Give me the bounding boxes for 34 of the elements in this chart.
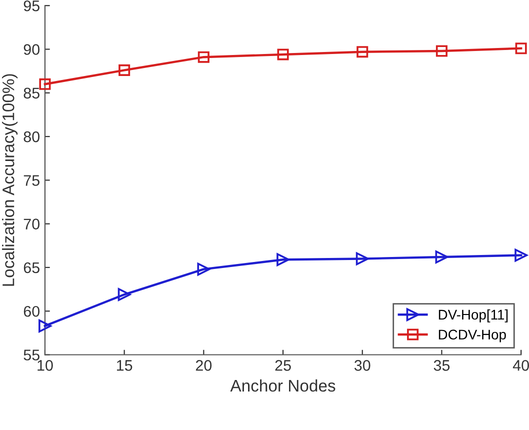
y-tick-label: 70 <box>24 218 40 230</box>
point <box>198 51 210 63</box>
x-tick-label: 10 <box>38 360 53 371</box>
y-tick-label: 95 <box>24 0 40 12</box>
x-tick-label: 40 <box>512 360 529 371</box>
point <box>38 319 52 332</box>
x-tick-label: 30 <box>354 360 370 371</box>
y-tick-label: 55 <box>24 350 40 360</box>
x-tick-label: 35 <box>434 360 450 371</box>
x-axis-title: Anchor Nodes <box>230 379 336 392</box>
legend-label: DV-Hop[11] <box>438 309 508 322</box>
y-axis-title: Localization Accuracy(100%) <box>2 74 18 286</box>
point <box>39 78 51 90</box>
point <box>356 46 368 58</box>
x-tick-label: 25 <box>275 360 291 371</box>
point <box>118 288 131 301</box>
legend-label: DCDV-Hop <box>438 330 506 342</box>
y-tick-label: 85 <box>24 88 40 99</box>
point <box>436 45 448 57</box>
point <box>356 252 369 266</box>
y-tick-label: 80 <box>24 131 40 142</box>
point <box>197 262 210 276</box>
point <box>277 48 289 60</box>
x-tick-label: 20 <box>196 360 212 371</box>
point <box>276 253 290 266</box>
point <box>514 248 528 262</box>
point <box>435 250 448 264</box>
y-tick-label: 65 <box>24 262 40 274</box>
y-tick-label: 60 <box>24 306 40 317</box>
point <box>515 42 527 54</box>
x-tick-label: 15 <box>116 360 132 371</box>
y-tick-label: 90 <box>24 44 40 55</box>
y-tick-label: 75 <box>24 175 40 186</box>
point <box>118 64 130 76</box>
